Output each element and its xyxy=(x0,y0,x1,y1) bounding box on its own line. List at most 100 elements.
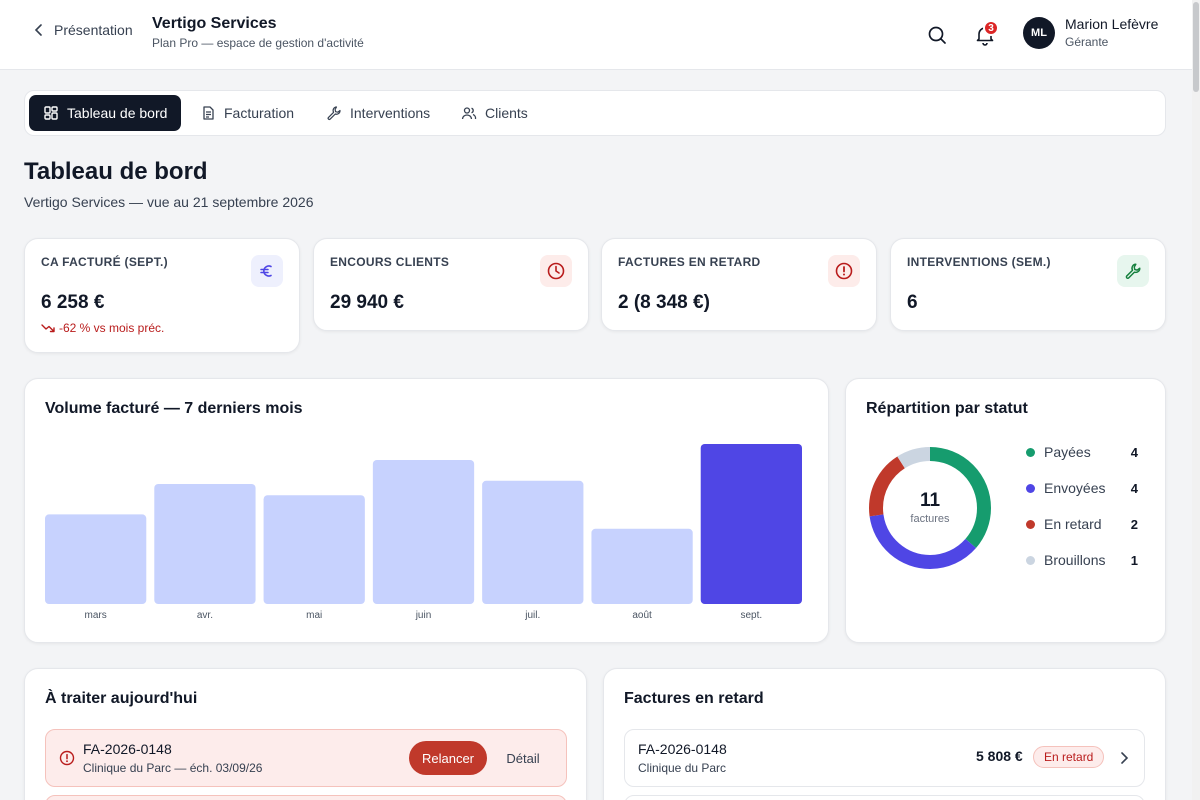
kpi-label: CA FACTURÉ (SEPT.) xyxy=(41,255,168,269)
bar[interactable] xyxy=(263,495,365,604)
kpi-trend: -62 % vs mois préc. xyxy=(41,321,164,335)
late-invoice-row[interactable]: FA-2026-0148 Clinique du Parc 5 808 € En… xyxy=(624,729,1145,787)
volume-chart-card: Volume facturé — 7 derniers mois mars avr… xyxy=(24,378,829,643)
status-card: Répartition par statut 11 factures Payées… xyxy=(845,378,1166,643)
legend-count: 4 xyxy=(1130,480,1138,496)
user-name[interactable]: Marion Lefèvre xyxy=(1065,16,1159,32)
bar[interactable] xyxy=(372,460,475,604)
remind-button[interactable]: Relancer xyxy=(409,741,487,775)
donut-total-label: factures xyxy=(910,513,950,525)
back-label: Présentation xyxy=(54,22,133,38)
scrollbar[interactable] xyxy=(1192,0,1200,800)
tab-label: Facturation xyxy=(224,105,295,121)
x-tick-label: août xyxy=(632,610,652,621)
donut-slice[interactable] xyxy=(869,447,991,569)
status-badge: En retard xyxy=(1033,746,1105,768)
euro-icon xyxy=(251,255,283,287)
invoice-amount: 5 808 € xyxy=(976,748,1023,764)
users-icon xyxy=(461,107,477,120)
kpi-value: 29 940 € xyxy=(330,292,404,313)
donut-slice[interactable] xyxy=(869,447,991,569)
legend-item-sent: Envoyées 4 xyxy=(1026,478,1138,498)
tab-label: Tableau de bord xyxy=(67,105,168,121)
kpi-value: 6 xyxy=(907,292,918,313)
x-tick-label: mars xyxy=(85,610,107,621)
legend-count: 1 xyxy=(1130,552,1138,568)
wrench-icon xyxy=(1117,255,1149,287)
tab-label: Clients xyxy=(485,105,528,121)
bar[interactable] xyxy=(591,528,693,604)
nav-tabs: Tableau de bord Facturation Intervention… xyxy=(24,90,1166,136)
x-tick-label: juin xyxy=(415,610,432,621)
detail-button[interactable]: Détail xyxy=(506,750,540,766)
search-icon[interactable] xyxy=(926,24,948,46)
company-name: Vertigo Services xyxy=(152,15,277,32)
chevron-right-icon[interactable] xyxy=(1116,750,1132,766)
clock-icon xyxy=(540,255,572,287)
legend-label: Brouillons xyxy=(1044,552,1106,568)
kpi-label: INTERVENTIONS (SEM.) xyxy=(907,255,1051,269)
kpi-value: 2 (8 348 €) xyxy=(618,292,710,313)
x-tick-label: avr. xyxy=(197,610,213,621)
donut-total: 11 xyxy=(920,490,941,511)
kpi-card-interventions: INTERVENTIONS (SEM.) 6 xyxy=(890,238,1166,331)
chevron-left-icon xyxy=(34,24,42,36)
tab-billing[interactable]: Facturation xyxy=(186,95,308,131)
legend-count: 4 xyxy=(1130,444,1138,460)
user-role: Gérante xyxy=(1065,35,1109,49)
scrollbar-thumb[interactable] xyxy=(1193,2,1199,92)
legend-dot xyxy=(1026,483,1035,493)
invoice-detail: Clinique du Parc — éch. 03/09/26 xyxy=(83,761,263,775)
notification-badge: 3 xyxy=(983,20,999,36)
legend-label: En retard xyxy=(1044,516,1102,532)
alert-icon xyxy=(828,255,860,287)
legend-dot xyxy=(1026,519,1035,529)
tab-dashboard[interactable]: Tableau de bord xyxy=(29,95,182,131)
alert-icon xyxy=(59,750,75,766)
tab-interventions[interactable]: Interventions xyxy=(312,95,444,131)
bar-chart: mars avr. mai juin juil. août sept. xyxy=(45,444,802,621)
plan-label: Plan Pro — espace de gestion d'activité xyxy=(152,36,364,50)
page-subtitle: Vertigo Services — vue au 21 septembre 2… xyxy=(24,194,314,210)
x-tick-label: juil. xyxy=(524,610,540,621)
legend-label: Envoyées xyxy=(1044,480,1106,496)
wrench-icon xyxy=(327,106,341,121)
late-invoices-title: Factures en retard xyxy=(624,690,764,707)
invoice-ref: FA-2026-0148 xyxy=(83,741,172,757)
bar[interactable] xyxy=(45,514,147,604)
legend-count: 2 xyxy=(1130,516,1138,532)
kpi-card-outstanding: ENCOURS CLIENTS 29 940 € xyxy=(313,238,589,331)
trend-down-icon xyxy=(41,324,55,333)
bar[interactable] xyxy=(154,484,256,604)
app-header: Présentation Vertigo Services Plan Pro —… xyxy=(0,0,1200,70)
x-tick-label: mai xyxy=(306,610,322,621)
donut-chart: 11 factures xyxy=(869,447,991,569)
dashboard-icon xyxy=(44,106,58,120)
donut-slice[interactable] xyxy=(869,447,991,569)
tab-clients[interactable]: Clients xyxy=(447,95,542,131)
document-icon xyxy=(203,106,214,120)
late-invoices-card: Factures en retard FA-2026-0148 Clinique… xyxy=(603,668,1166,800)
avatar[interactable]: ML xyxy=(1023,17,1055,49)
client-name: Clinique du Parc xyxy=(638,761,727,775)
bar[interactable] xyxy=(700,444,802,604)
kpi-label: ENCOURS CLIENTS xyxy=(330,255,450,269)
todo-item[interactable]: FA-2026-0148 Clinique du Parc — éch. 03/… xyxy=(45,729,567,787)
legend-item-late: En retard 2 xyxy=(1026,514,1138,534)
invoice-ref: FA-2026-0148 xyxy=(638,741,727,757)
kpi-card-late-invoices: FACTURES EN RETARD 2 (8 348 €) xyxy=(601,238,877,331)
page-title: Tableau de bord xyxy=(24,158,208,185)
tab-label: Interventions xyxy=(350,105,431,121)
bar[interactable] xyxy=(482,480,584,604)
back-link[interactable]: Présentation xyxy=(34,22,133,38)
chart-title: Volume facturé — 7 derniers mois xyxy=(45,400,303,417)
kpi-card-revenue: CA FACTURÉ (SEPT.) 6 258 € -62 % vs mois… xyxy=(24,238,300,353)
kpi-trend-text: -62 % vs mois préc. xyxy=(59,321,165,335)
legend-item-paid: Payées 4 xyxy=(1026,442,1138,462)
kpi-label: FACTURES EN RETARD xyxy=(618,255,761,269)
late-invoice-row[interactable] xyxy=(624,795,1145,800)
todo-item[interactable] xyxy=(45,795,567,800)
kpi-value: 6 258 € xyxy=(41,292,105,313)
todo-title: À traiter aujourd'hui xyxy=(45,690,198,707)
legend-label: Payées xyxy=(1044,444,1091,460)
